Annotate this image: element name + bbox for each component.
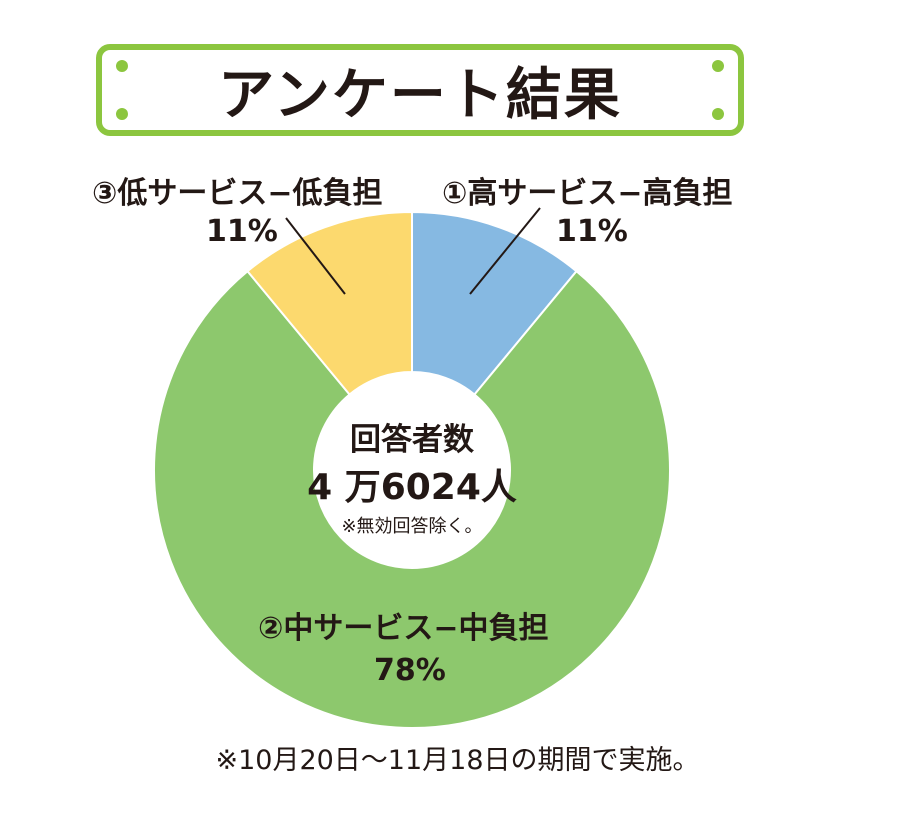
respondent-count-note: ※無効回答除く。	[341, 516, 483, 537]
slice-mid	[153, 269, 671, 729]
survey-period-footnote: ※10月20日～11月18日の期間で実施。	[215, 745, 700, 776]
slice-low	[246, 210, 413, 396]
leader-line-low	[285, 217, 346, 295]
slice-high	[411, 210, 578, 396]
frame-dot-top-left	[116, 60, 128, 72]
title-frame: アンケート結果	[96, 44, 744, 136]
leader-line-high	[469, 207, 541, 295]
frame-dot-top-right	[712, 60, 724, 72]
frame-dot-bottom-right	[712, 108, 724, 120]
slice-value-low: 11%	[206, 214, 278, 249]
slice-label-high: ①高サービス−高負担	[442, 176, 733, 211]
respondent-count-value: 4 万6024人	[307, 467, 517, 508]
respondent-count-title: 回答者数	[350, 422, 474, 458]
donut-slices	[153, 210, 671, 729]
slice-value-high: 11%	[556, 214, 628, 249]
frame-dot-bottom-left	[116, 108, 128, 120]
slice-label-mid: ②中サービス−中負担	[258, 611, 549, 646]
slice-label-low: ③低サービス−低負担	[92, 176, 383, 211]
page-title: アンケート結果	[218, 62, 622, 128]
slice-value-mid: 78%	[374, 653, 446, 688]
